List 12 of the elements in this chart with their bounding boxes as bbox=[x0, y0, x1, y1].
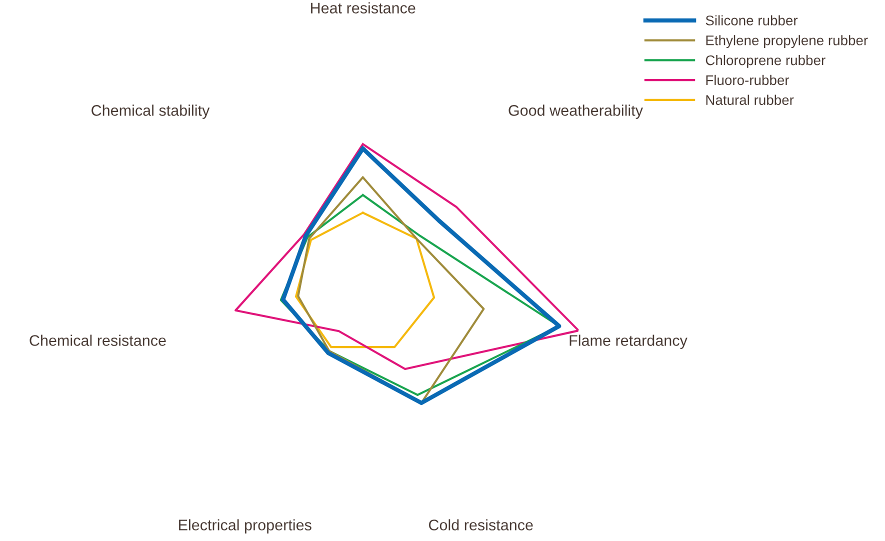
spoke-label: Heat resistance bbox=[311, 2, 416, 14]
legend-label: Ethylene propylene rubber bbox=[706, 35, 868, 48]
spoke-label: Chemical stability bbox=[92, 104, 210, 119]
legend-label: Natural rubber bbox=[706, 94, 794, 105]
legend-label: Fluoro-rubber bbox=[706, 74, 790, 86]
spoke-label: Flame retardancy bbox=[570, 334, 688, 349]
legend-label: Chloroprene rubber bbox=[706, 54, 826, 68]
legend-label: Silicone rubber bbox=[706, 15, 798, 26]
spoke-label: Cold resistance bbox=[428, 519, 533, 530]
spoke-label: Good weatherability bbox=[508, 104, 643, 119]
spoke-label: Chemical resistance bbox=[30, 334, 166, 346]
spoke-label: Electrical properties bbox=[179, 519, 312, 534]
